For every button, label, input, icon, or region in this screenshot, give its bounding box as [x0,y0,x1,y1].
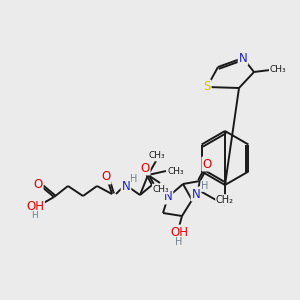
Text: N: N [122,179,130,193]
Text: N: N [164,190,172,203]
Text: OH: OH [170,226,188,238]
Text: O: O [33,178,43,190]
Text: O: O [202,158,211,170]
Text: CH₃: CH₃ [168,167,184,176]
Text: N: N [192,188,200,200]
Text: CH₃: CH₃ [149,152,165,160]
Text: CH₃: CH₃ [153,184,169,194]
Text: OH: OH [26,200,44,214]
Text: O: O [140,161,150,175]
Text: O: O [101,170,111,184]
Text: N: N [238,52,247,64]
Text: CH₃: CH₃ [270,65,286,74]
Text: H: H [175,237,183,247]
Text: S: S [203,80,211,94]
Text: H: H [130,174,138,184]
Text: CH₂: CH₂ [216,195,234,205]
Text: H: H [201,181,209,191]
Text: H: H [32,212,38,220]
